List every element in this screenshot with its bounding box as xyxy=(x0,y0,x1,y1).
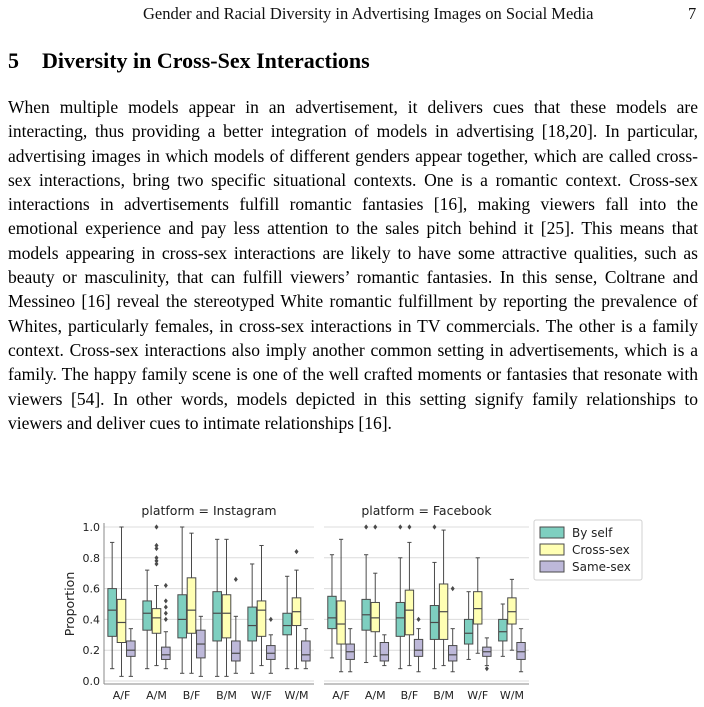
outlier-point xyxy=(163,598,168,604)
outlier-point xyxy=(484,666,489,672)
legend-label: Same-sex xyxy=(572,560,631,574)
section-heading: 5 Diversity in Cross-Sex Interactions xyxy=(8,48,370,74)
body-paragraph: When multiple models appear in an advert… xyxy=(8,97,698,433)
outlier-point xyxy=(416,616,421,622)
x-tick-label: A/F xyxy=(332,689,350,702)
outlier-point xyxy=(163,610,168,616)
y-axis-label: Proportion xyxy=(62,572,77,637)
y-tick-label: 0.0 xyxy=(83,675,101,688)
box-same-sex xyxy=(448,645,458,662)
box-same-sex xyxy=(266,645,276,660)
outlier-point xyxy=(154,558,159,564)
outlier-point xyxy=(163,616,168,622)
x-tick-label: W/M xyxy=(284,689,308,702)
outlier-point xyxy=(364,524,369,530)
box-same-sex xyxy=(413,638,424,657)
legend-swatch xyxy=(539,526,565,539)
box-cross-sex xyxy=(256,600,267,637)
y-tick-label: 0.4 xyxy=(83,613,101,626)
box-by-self xyxy=(177,594,187,639)
outlier-point xyxy=(154,542,159,549)
box-by-self xyxy=(282,612,292,636)
box-cross-sex xyxy=(116,598,127,643)
box-by-self xyxy=(247,606,257,642)
y-tick-label: 0.2 xyxy=(83,644,101,657)
section-number: 5 xyxy=(8,48,19,73)
boxplot-chart: Proportion 0.0 0.2 0.4 0.6 0.8 1.0 platform = I… xyxy=(62,503,643,702)
y-tick-label: 0.6 xyxy=(83,583,101,596)
box-cross-sex xyxy=(186,577,197,634)
box-same-sex xyxy=(161,646,171,660)
page-number: 7 xyxy=(688,4,697,23)
box-cross-sex xyxy=(151,608,162,634)
legend-swatch xyxy=(539,543,565,556)
figure-boxplot: Proportion 0.0 0.2 0.4 0.6 0.8 1.0 platform = I… xyxy=(0,498,704,707)
box-same-sex xyxy=(231,640,241,662)
section-title: Diversity in Cross-Sex Interactions xyxy=(42,48,370,73)
y-tick-label: 0.8 xyxy=(83,552,101,565)
box-by-self xyxy=(463,618,474,645)
outlier-point xyxy=(154,545,159,552)
outlier-point xyxy=(407,524,412,530)
box-by-self xyxy=(327,595,337,630)
box-cross-sex xyxy=(221,594,232,639)
panel-title: platform = Instagram xyxy=(141,503,276,518)
x-tick-label: W/M xyxy=(500,689,524,702)
outlier-point xyxy=(373,524,378,530)
outlier-point xyxy=(450,586,455,592)
outlier-point xyxy=(233,576,238,582)
box-cross-sex xyxy=(473,591,483,625)
legend-swatch xyxy=(539,560,565,573)
outlier-point xyxy=(268,616,273,622)
box-same-sex xyxy=(126,640,136,657)
outlier-point xyxy=(154,524,159,530)
box-by-self xyxy=(395,601,405,637)
x-tick-label: W/F xyxy=(467,689,488,702)
x-tick-label: B/F xyxy=(183,689,201,702)
x-tick-label: B/M xyxy=(433,689,454,702)
outlier-point xyxy=(163,582,168,589)
box-cross-sex xyxy=(507,597,517,625)
x-tick-label: A/M xyxy=(365,689,386,702)
y-tick-label: 1.0 xyxy=(83,521,101,534)
x-tick-label: B/F xyxy=(401,689,419,702)
running-title: Gender and Racial Diversity in Advertisi… xyxy=(143,4,594,23)
box-by-self xyxy=(142,600,152,631)
box-by-self xyxy=(107,588,117,637)
outlier-point xyxy=(154,555,159,561)
box-cross-sex xyxy=(404,589,415,636)
x-tick-label: A/F xyxy=(113,689,131,702)
box-same-sex xyxy=(516,642,526,660)
legend-label: By self xyxy=(572,526,613,540)
x-tick-label: B/M xyxy=(216,689,237,702)
box-by-self xyxy=(498,618,508,642)
outlier-point xyxy=(398,524,403,530)
box-cross-sex xyxy=(370,601,380,633)
outlier-point xyxy=(163,604,168,610)
outlier-point xyxy=(432,524,437,530)
x-tick-label: W/F xyxy=(251,689,272,702)
box-same-sex xyxy=(379,642,390,662)
legend-label: Cross-sex xyxy=(572,543,630,557)
page-header: Gender and Racial Diversity in Advertisi… xyxy=(0,4,704,26)
outlier-point xyxy=(294,549,299,555)
box-cross-sex xyxy=(336,600,346,645)
box-by-self xyxy=(212,591,222,642)
x-tick-label: A/M xyxy=(146,689,167,702)
panel-title: platform = Facebook xyxy=(361,503,492,518)
box-same-sex xyxy=(301,640,311,662)
